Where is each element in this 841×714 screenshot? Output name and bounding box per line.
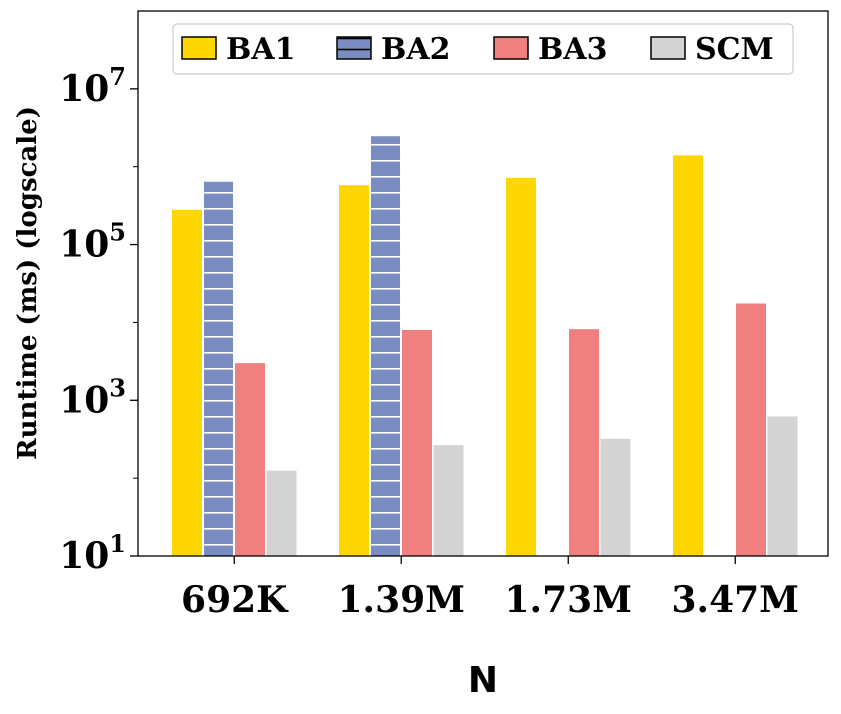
legend-label-ba1: BA1 [226,32,296,67]
bar-ba1-692k [172,209,202,556]
y-axis-title: Runtime (ms) (logscale) [13,106,43,460]
bar-ba2-692k [203,180,234,557]
bar-ba3-1.39m [402,329,432,556]
y-axis: 101 103 105 107 [59,62,138,577]
legend: BA1 BA2 BA3 SCM [172,23,794,75]
legend-swatch-ba3 [493,36,529,60]
bar-ba2-1.39m [370,135,401,557]
bar-scm-3.47m [767,416,798,556]
y-tick-label: 103 [59,373,126,421]
bar-ba1-3.47m [673,155,703,557]
legend-swatch-ba1 [181,36,217,60]
x-axis-title: N [468,660,498,701]
bar-scm-692k [266,470,297,556]
legend-label-ba2: BA2 [381,32,451,67]
bar-ba3-3.47m [736,303,766,556]
x-tick-label: 3.47M [671,579,799,621]
y-tick-label: 107 [59,62,126,110]
bar-ba3-692k [235,363,265,556]
legend-label-ba3: BA3 [538,32,608,67]
plot-frame [137,10,829,557]
legend-swatch-scm [650,36,686,60]
bars-layer [172,135,798,557]
y-tick-label: 105 [59,218,126,266]
y-tick-label: 101 [59,529,126,577]
x-axis: 692K 1.39M 1.73M 3.47M [181,556,799,621]
legend-swatch-ba2 [336,36,372,60]
bar-ba1-1.73m [506,177,536,557]
x-tick-label: 1.73M [504,579,632,621]
legend-label-scm: SCM [695,32,774,67]
bar-ba3-1.73m [569,329,599,556]
legend-frame [172,23,794,75]
x-tick-label: 692K [181,579,289,621]
bar-scm-1.73m [600,438,631,556]
x-tick-label: 1.39M [337,579,465,621]
bar-ba1-1.39m [339,185,369,556]
bar-scm-1.39m [433,445,464,556]
